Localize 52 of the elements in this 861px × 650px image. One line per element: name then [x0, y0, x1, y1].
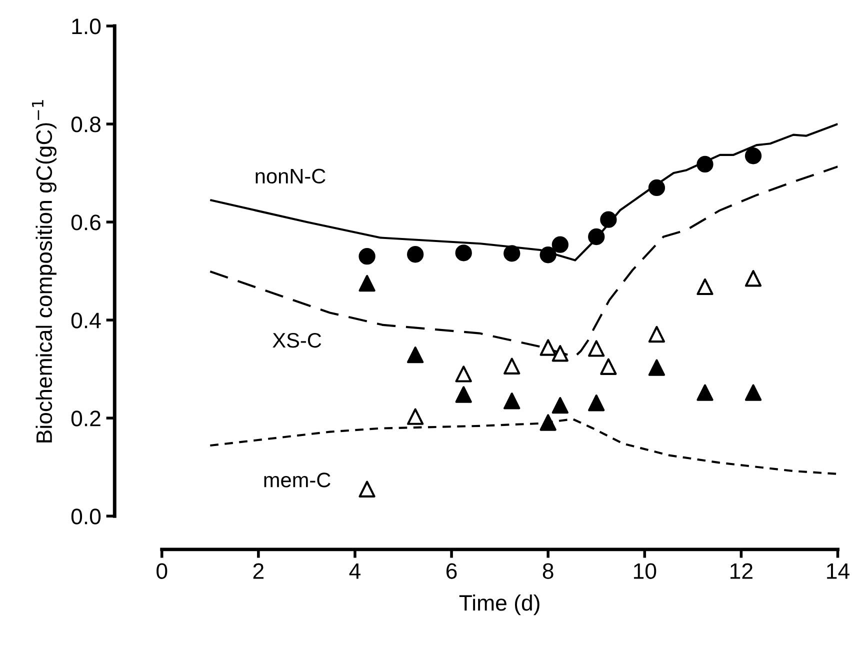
x-tick-label: 12	[730, 563, 752, 579]
point	[552, 397, 568, 414]
point	[504, 392, 520, 410]
point	[540, 246, 556, 264]
point	[648, 326, 666, 343]
point	[648, 359, 666, 376]
point	[552, 236, 568, 253]
y-tick-label: 0.8	[71, 116, 100, 132]
point	[504, 358, 520, 374]
x-tick-label: 8	[542, 563, 554, 579]
point	[600, 358, 617, 375]
point	[504, 245, 520, 262]
point	[696, 156, 714, 173]
point	[588, 394, 605, 412]
point	[648, 179, 666, 196]
point	[552, 345, 568, 362]
point	[696, 278, 714, 296]
x-axis-title: Time (d)	[459, 594, 540, 616]
point	[358, 480, 376, 498]
point	[406, 346, 424, 364]
line-series	[209, 166, 838, 358]
point	[455, 386, 472, 403]
y-tick-label: 0.2	[71, 410, 100, 426]
point	[358, 248, 376, 265]
point	[744, 384, 762, 401]
x-tick-label: 6	[446, 563, 457, 579]
point	[540, 339, 556, 356]
series-label: mem-C	[264, 472, 330, 488]
point	[696, 384, 714, 401]
x-tick-label: 10	[634, 563, 656, 579]
x-tick-label: 0	[156, 563, 168, 579]
y-tick-label: 0.4	[71, 312, 101, 328]
point	[406, 408, 424, 425]
y-axis-title: Biochemical composition gC(gC)$^{−1}$	[32, 100, 56, 442]
point	[455, 366, 472, 382]
x-tick-label: 14	[827, 563, 850, 579]
point	[600, 211, 617, 228]
x-tick-label: 2	[253, 563, 264, 579]
y-tick-label: 0.6	[71, 214, 100, 230]
point	[588, 340, 605, 357]
point	[455, 244, 472, 262]
series-label: XS-C	[272, 332, 322, 348]
y-tick-label: 0.0	[71, 508, 101, 524]
point	[744, 270, 762, 287]
series-label: nonN-C	[256, 168, 326, 184]
point	[540, 414, 556, 431]
point	[358, 274, 376, 292]
x-tick-label: 4	[349, 563, 361, 579]
point	[744, 148, 762, 164]
point	[406, 246, 424, 263]
y-tick-label: 1.0	[72, 18, 101, 34]
point	[588, 228, 605, 246]
